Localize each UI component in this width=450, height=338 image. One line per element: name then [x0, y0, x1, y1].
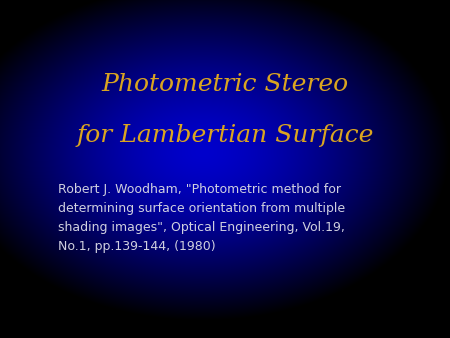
Text: for Lambertian Surface: for Lambertian Surface — [76, 124, 373, 147]
Text: Robert J. Woodham, "Photometric method for
determining surface orientation from : Robert J. Woodham, "Photometric method f… — [58, 183, 346, 252]
Text: Photometric Stereo: Photometric Stereo — [101, 73, 349, 96]
